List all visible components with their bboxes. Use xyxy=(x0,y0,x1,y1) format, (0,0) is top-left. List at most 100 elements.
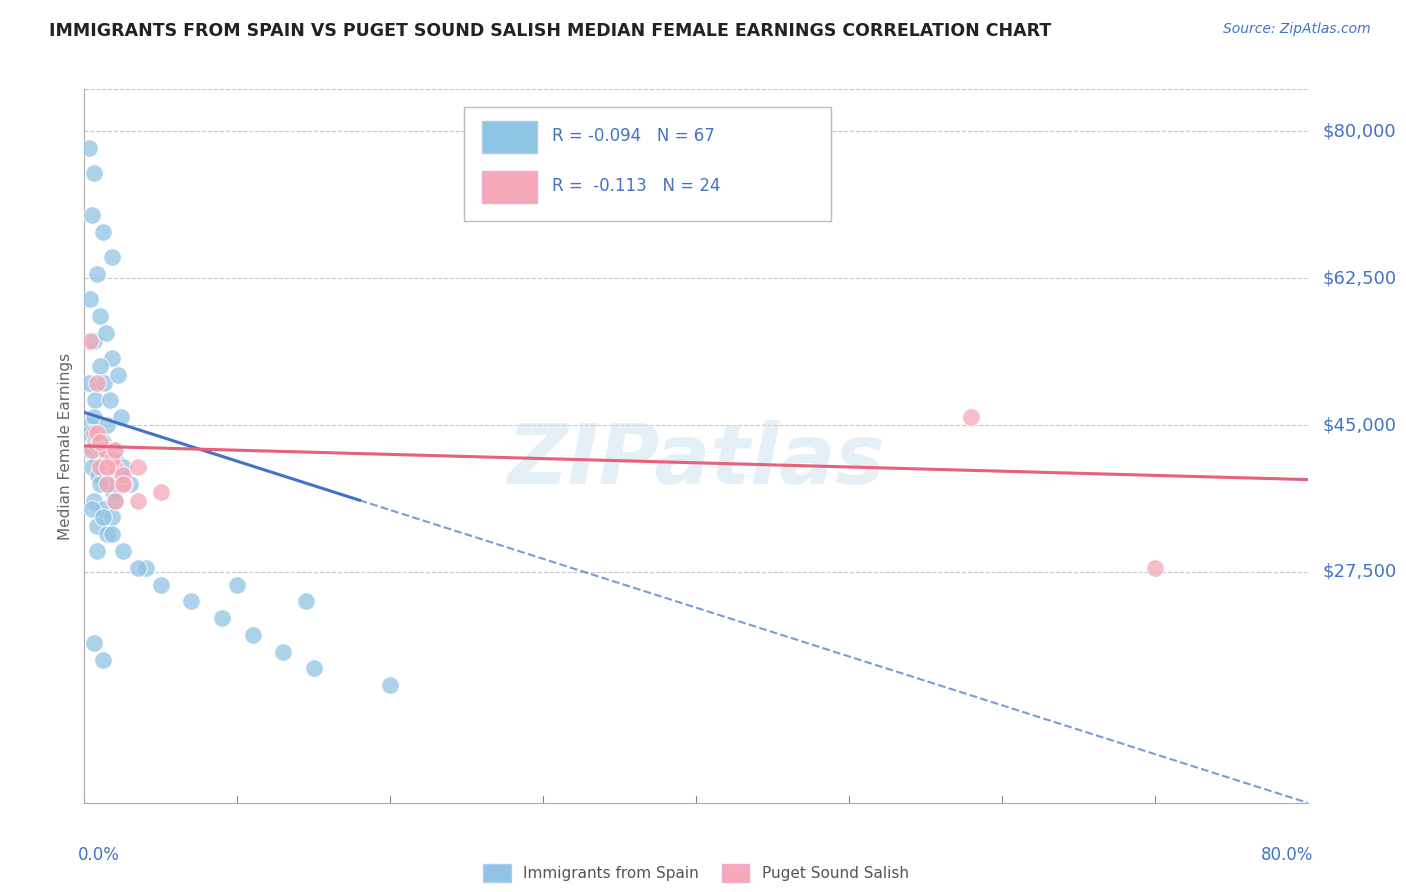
Point xyxy=(103,485,125,500)
Point xyxy=(101,460,124,475)
Point xyxy=(86,267,108,281)
Text: $45,000: $45,000 xyxy=(1322,416,1396,434)
Point xyxy=(111,544,134,558)
Text: 80.0%: 80.0% xyxy=(1261,846,1313,863)
Point xyxy=(80,443,103,458)
Point xyxy=(87,468,110,483)
Point xyxy=(77,141,100,155)
Point xyxy=(149,485,172,500)
Point xyxy=(90,443,112,458)
Point xyxy=(87,451,110,466)
Point xyxy=(86,426,108,441)
Point xyxy=(83,636,105,650)
Point xyxy=(89,309,111,323)
Point xyxy=(295,594,318,608)
Point xyxy=(380,678,402,692)
Point xyxy=(226,577,249,591)
Point xyxy=(80,208,103,222)
Point xyxy=(83,166,105,180)
Point xyxy=(94,326,117,340)
Point xyxy=(80,502,103,516)
Legend: Immigrants from Spain, Puget Sound Salish: Immigrants from Spain, Puget Sound Salis… xyxy=(477,858,915,888)
Point xyxy=(96,460,118,475)
Point xyxy=(1143,560,1166,574)
Point xyxy=(104,493,127,508)
Point xyxy=(77,376,100,390)
Point xyxy=(89,476,111,491)
Point xyxy=(93,376,115,390)
Point xyxy=(107,368,129,382)
Point xyxy=(91,434,114,449)
Point xyxy=(104,443,127,458)
Point xyxy=(83,334,105,348)
Text: R = -0.094   N = 67: R = -0.094 N = 67 xyxy=(551,127,714,145)
Point xyxy=(960,409,983,424)
Text: R =  -0.113   N = 24: R = -0.113 N = 24 xyxy=(551,177,720,194)
Point xyxy=(89,434,111,449)
Point xyxy=(94,476,117,491)
Point xyxy=(101,451,124,466)
FancyBboxPatch shape xyxy=(482,171,537,203)
Point xyxy=(103,443,125,458)
Point xyxy=(96,451,118,466)
Point xyxy=(77,417,100,432)
Y-axis label: Median Female Earnings: Median Female Earnings xyxy=(58,352,73,540)
Point xyxy=(101,351,124,365)
FancyBboxPatch shape xyxy=(464,107,831,221)
Point xyxy=(271,645,294,659)
Point xyxy=(127,493,149,508)
Point xyxy=(80,460,103,475)
Point xyxy=(111,476,134,491)
Point xyxy=(180,594,202,608)
Point xyxy=(79,426,101,441)
Point xyxy=(91,510,114,524)
Point xyxy=(84,392,107,407)
Point xyxy=(91,653,114,667)
Point xyxy=(112,476,135,491)
Point xyxy=(104,451,127,466)
Text: Source: ZipAtlas.com: Source: ZipAtlas.com xyxy=(1223,22,1371,37)
FancyBboxPatch shape xyxy=(482,121,537,153)
Text: $80,000: $80,000 xyxy=(1322,122,1396,140)
Point xyxy=(77,443,100,458)
Point xyxy=(83,493,105,508)
Point xyxy=(84,434,107,449)
Point xyxy=(98,392,121,407)
Text: 0.0%: 0.0% xyxy=(79,846,120,863)
Point xyxy=(120,476,142,491)
Point xyxy=(242,628,264,642)
Point xyxy=(302,661,325,675)
Point xyxy=(79,292,101,306)
Point xyxy=(135,560,157,574)
Point xyxy=(91,460,114,475)
Point xyxy=(127,560,149,574)
Point xyxy=(110,468,132,483)
Point xyxy=(89,359,111,374)
Text: $62,500: $62,500 xyxy=(1322,269,1396,287)
Point xyxy=(111,468,134,483)
Point xyxy=(101,250,124,264)
Point xyxy=(110,409,132,424)
Point xyxy=(111,460,134,475)
Point xyxy=(91,443,114,458)
Point xyxy=(86,518,108,533)
Point xyxy=(101,527,124,541)
Point xyxy=(149,577,172,591)
Point xyxy=(96,527,118,541)
Point xyxy=(94,443,117,458)
Point xyxy=(104,460,127,475)
Point xyxy=(89,460,111,475)
Point xyxy=(101,510,124,524)
Text: $27,500: $27,500 xyxy=(1322,563,1396,581)
Text: ZIPatlas: ZIPatlas xyxy=(508,420,884,500)
Point xyxy=(83,409,105,424)
Point xyxy=(127,460,149,475)
Point xyxy=(96,417,118,432)
Point xyxy=(91,502,114,516)
Text: IMMIGRANTS FROM SPAIN VS PUGET SOUND SALISH MEDIAN FEMALE EARNINGS CORRELATION C: IMMIGRANTS FROM SPAIN VS PUGET SOUND SAL… xyxy=(49,22,1052,40)
Point xyxy=(103,460,125,475)
Point xyxy=(104,493,127,508)
Point xyxy=(86,544,108,558)
Point xyxy=(96,476,118,491)
Point xyxy=(87,426,110,441)
